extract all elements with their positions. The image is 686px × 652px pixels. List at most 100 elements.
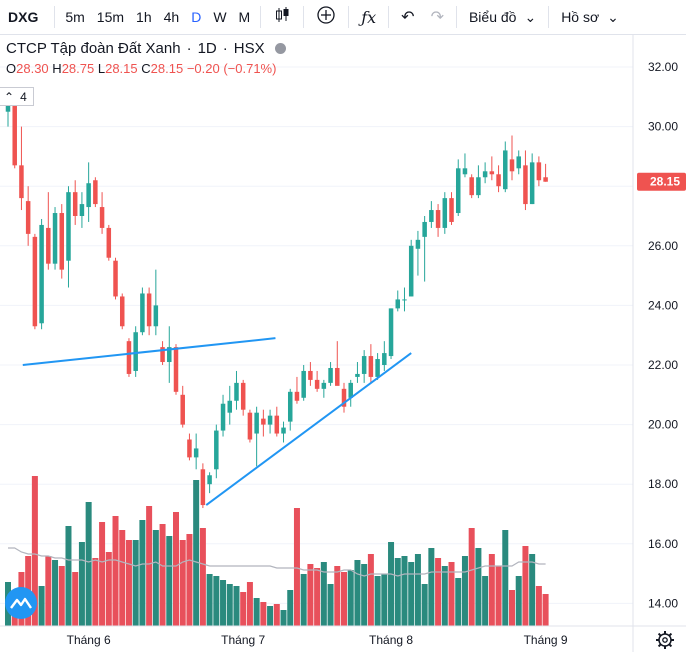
volume-bar xyxy=(45,556,52,626)
candle xyxy=(234,370,239,410)
interval-m[interactable]: M xyxy=(238,9,251,25)
resistance-line[interactable] xyxy=(22,337,276,366)
volume-bar xyxy=(374,576,381,626)
low-value: 28.15 xyxy=(105,61,138,76)
volume-bar xyxy=(125,540,132,626)
volume-bar xyxy=(461,556,468,626)
volume-bar xyxy=(287,590,294,626)
volume-bar xyxy=(273,604,280,626)
chevron-down-icon: ⌄ xyxy=(524,8,537,25)
price-tick-label: 26.00 xyxy=(648,239,678,253)
price-tick-label: 22.00 xyxy=(648,358,678,372)
chevron-down-icon: ⌄ xyxy=(607,8,619,25)
chart-menu-dropdown[interactable]: Biểu đồ ⌄ xyxy=(461,9,544,26)
close-value: 28.15 xyxy=(150,61,184,76)
market-status-icon xyxy=(274,43,286,54)
separator: · xyxy=(186,40,192,57)
support-line[interactable] xyxy=(205,352,412,506)
volume-bar xyxy=(105,552,112,626)
candle xyxy=(395,290,401,312)
ohlc-values: O28.30 H28.75 L28.15 C28.15 −0.20 (−0.71… xyxy=(6,61,286,76)
interval-w[interactable]: W xyxy=(213,9,227,25)
candle xyxy=(469,174,474,199)
candle xyxy=(119,293,125,330)
volume-bar xyxy=(186,534,193,626)
volume-bar xyxy=(428,548,435,626)
volume-bar xyxy=(388,542,395,626)
redo-icon[interactable]: ↷ xyxy=(430,9,444,26)
volume-bar xyxy=(448,562,455,626)
volume-bar xyxy=(72,572,79,626)
candle xyxy=(314,370,320,392)
high-key: H xyxy=(52,61,62,76)
interval-5m[interactable]: 5m xyxy=(65,9,85,25)
candle xyxy=(200,463,206,509)
profile-menu-dropdown[interactable]: Hồ sơ ⌄ xyxy=(553,9,627,26)
volume-bar xyxy=(78,542,85,626)
volume-bar xyxy=(421,584,428,626)
close-key: C xyxy=(141,61,151,76)
volume-bar xyxy=(132,540,139,626)
tradingview-logo-icon[interactable] xyxy=(5,587,37,619)
symbol-search[interactable]: DXG xyxy=(8,9,39,25)
candle xyxy=(422,216,427,282)
interval-1h[interactable]: 1h xyxy=(136,9,152,25)
undo-icon[interactable]: ↶ xyxy=(401,9,415,26)
volume-bar xyxy=(535,586,542,626)
symbol-legend: CTCP Tập đoàn Đất Xanh · 1D · HSX O28.30… xyxy=(6,40,286,76)
price-tick-label: 18.00 xyxy=(648,477,678,491)
candle xyxy=(335,341,340,386)
candle xyxy=(227,385,233,425)
volume-bar xyxy=(414,554,421,626)
time-tick-label: Tháng 8 xyxy=(369,633,413,647)
candle xyxy=(86,162,91,222)
candle xyxy=(99,192,105,234)
candle xyxy=(429,201,434,228)
settings-gear-icon[interactable] xyxy=(656,631,674,649)
interval-15m[interactable]: 15m xyxy=(96,9,125,25)
volume-bar xyxy=(280,610,287,626)
candle xyxy=(509,135,515,181)
grid xyxy=(0,66,633,604)
candle xyxy=(133,326,138,377)
candles-icon[interactable] xyxy=(265,6,299,29)
volume-bar xyxy=(213,576,220,626)
change-value: −0.20 (−0.71%) xyxy=(186,61,277,76)
candle xyxy=(321,379,327,398)
volume-bar xyxy=(327,584,334,626)
candle xyxy=(160,341,165,365)
volume-bar xyxy=(542,594,549,626)
last-price-label: 28.15 xyxy=(650,175,680,189)
volume-bar xyxy=(361,564,368,626)
candle xyxy=(496,165,501,193)
company-name: CTCP Tập đoàn Đất Xanh xyxy=(6,40,181,57)
candle xyxy=(59,204,65,279)
candle xyxy=(247,409,253,443)
candle xyxy=(19,126,24,211)
add-indicator-icon[interactable] xyxy=(308,5,344,30)
candle xyxy=(25,186,31,246)
candle xyxy=(39,218,44,330)
price-tick-label: 14.00 xyxy=(648,596,678,610)
price-chart[interactable]: 32.0030.0028.0026.0024.0022.0020.0018.00… xyxy=(0,34,686,652)
volume-bar xyxy=(320,562,327,626)
volume-bar xyxy=(455,578,462,626)
candle xyxy=(328,362,333,386)
candle xyxy=(46,192,51,270)
interval-4h[interactable]: 4h xyxy=(163,9,180,25)
fx-icon[interactable]: ƒx xyxy=(361,7,377,27)
volume-bar xyxy=(435,558,442,626)
volume-bar xyxy=(522,546,529,626)
price-tick-label: 24.00 xyxy=(648,298,678,312)
interval-d[interactable]: D xyxy=(191,9,202,25)
separator: · xyxy=(222,40,228,57)
volume-bar xyxy=(92,558,99,626)
candle xyxy=(529,153,535,205)
studies-toggle[interactable]: ⌃ 4 xyxy=(0,87,34,106)
price-axis[interactable]: 32.0030.0028.0026.0024.0022.0020.0018.00… xyxy=(648,60,678,610)
volume-bar xyxy=(31,476,38,626)
candle xyxy=(294,376,300,404)
candle xyxy=(281,421,286,443)
volume-bar xyxy=(502,530,509,626)
time-axis[interactable]: Tháng 6 Tháng 7 Tháng 8 Tháng 9 xyxy=(67,633,568,647)
